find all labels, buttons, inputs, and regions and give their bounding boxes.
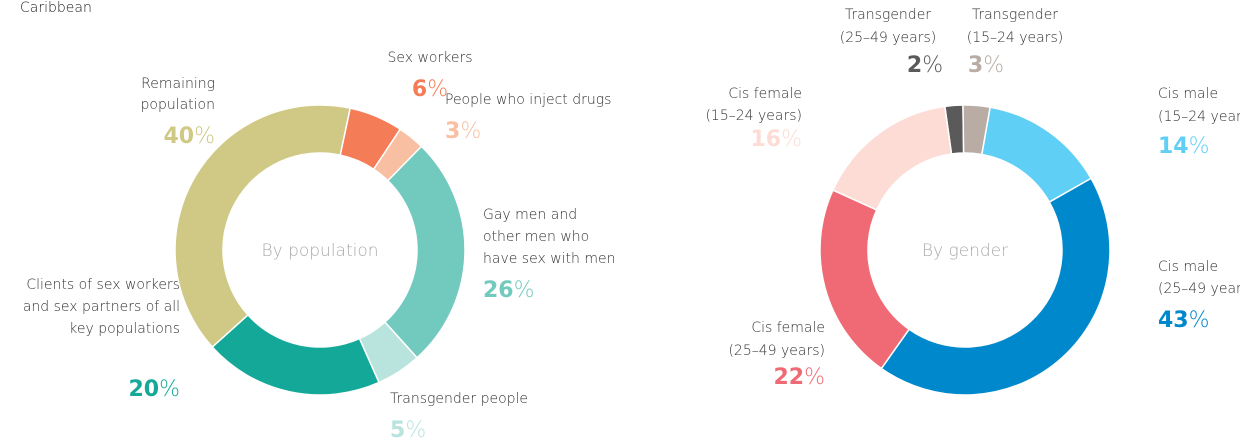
label-line: Cis male [1158, 259, 1218, 275]
percent-unit: % [159, 377, 180, 402]
percent-unit: % [983, 53, 1004, 78]
label-line: Cis female [728, 86, 802, 102]
label-line: key populations [69, 321, 180, 337]
percent-label: 3% [445, 119, 481, 144]
label-line: People who inject drugs [445, 92, 611, 108]
label-line: (15–24 years) [1158, 109, 1240, 125]
region-title: Caribbean [20, 0, 92, 16]
percent-unit: % [514, 278, 535, 303]
label-line: other men who [483, 229, 589, 245]
donut-segment [383, 145, 466, 359]
percent-number: 40 [163, 124, 194, 149]
percent-label: 3% [968, 53, 1004, 78]
label-line: population [141, 97, 216, 113]
segment-label: Cis male (25–49 years) [1158, 259, 1240, 297]
segment-label: Transgender (25–49 years) [840, 7, 937, 46]
percent-number: 3 [445, 119, 460, 144]
segment-label: Transgender (15–24 years) [967, 7, 1064, 46]
percent-label: 20% [128, 377, 180, 402]
label-line: Remaining [141, 76, 215, 92]
percent-label: 26% [483, 278, 535, 303]
segment-label: Transgender people [390, 391, 528, 407]
segment-label: Cis female (15–24 years) [705, 86, 802, 124]
percent-number: 22 [773, 365, 804, 390]
center-label: By population [261, 241, 378, 261]
label-line: Transgender [972, 7, 1058, 23]
percent-label: 6% [412, 77, 448, 102]
percent-unit: % [1189, 308, 1210, 333]
segment-label: Clients of sex workers and sex partners o… [23, 277, 180, 337]
label-line: (25–49 years) [1158, 281, 1240, 297]
label-line: Cis male [1158, 86, 1218, 102]
percent-unit: % [460, 119, 481, 144]
percent-number: 3 [968, 53, 983, 78]
percent-label: 14% [1158, 134, 1210, 159]
percent-unit: % [194, 124, 215, 149]
center-label: By gender [922, 241, 1008, 261]
percent-number: 5 [390, 418, 405, 443]
percent-number: 16 [750, 127, 781, 152]
percent-label: 22% [773, 365, 825, 390]
percent-unit: % [922, 53, 943, 78]
label-line: Sex workers [387, 50, 472, 66]
percent-unit: % [804, 365, 825, 390]
label-line: have sex with men [483, 251, 615, 267]
percent-number: 43 [1158, 308, 1189, 333]
percent-number: 2 [907, 53, 922, 78]
percent-label: 16% [750, 127, 802, 152]
label-line: (15–24 years) [705, 108, 802, 124]
label-line: Cis female [751, 320, 825, 336]
percent-label: 2% [907, 53, 943, 78]
label-line: and sex partners of all [23, 299, 180, 315]
percent-number: 20 [128, 377, 159, 402]
label-line: Gay men and [483, 207, 577, 223]
segment-label: Cis female (25–49 years) [728, 320, 825, 359]
segment-label: Cis male (15–24 years) [1158, 86, 1240, 125]
percent-unit: % [781, 127, 802, 152]
label-line: Transgender people [390, 391, 528, 407]
donut-segment [880, 177, 1111, 396]
percent-label: 40% [163, 124, 215, 149]
segment-label: Remaining population [141, 76, 216, 113]
percent-label: 43% [1158, 308, 1210, 333]
label-line: (15–24 years) [967, 30, 1064, 46]
percent-number: 26 [483, 278, 514, 303]
donut-segment [174, 104, 352, 349]
donut-segment [819, 189, 911, 370]
label-line: Transgender [845, 7, 931, 23]
label-line: (25–49 years) [840, 30, 937, 46]
percent-unit: % [427, 77, 448, 102]
segment-label: Sex workers [387, 50, 472, 66]
percent-unit: % [405, 418, 426, 443]
segment-label: Gay men and other men who have sex with me… [483, 207, 615, 267]
label-line: Clients of sex workers [26, 277, 180, 293]
percent-number: 6 [412, 77, 427, 102]
segment-label: People who inject drugs [445, 92, 611, 108]
donut-segment [211, 313, 380, 396]
label-line: (25–49 years) [728, 343, 825, 359]
percent-label: 5% [390, 418, 426, 443]
donut-segment [831, 105, 953, 211]
percent-unit: % [1189, 134, 1210, 159]
percent-number: 14 [1158, 134, 1189, 159]
